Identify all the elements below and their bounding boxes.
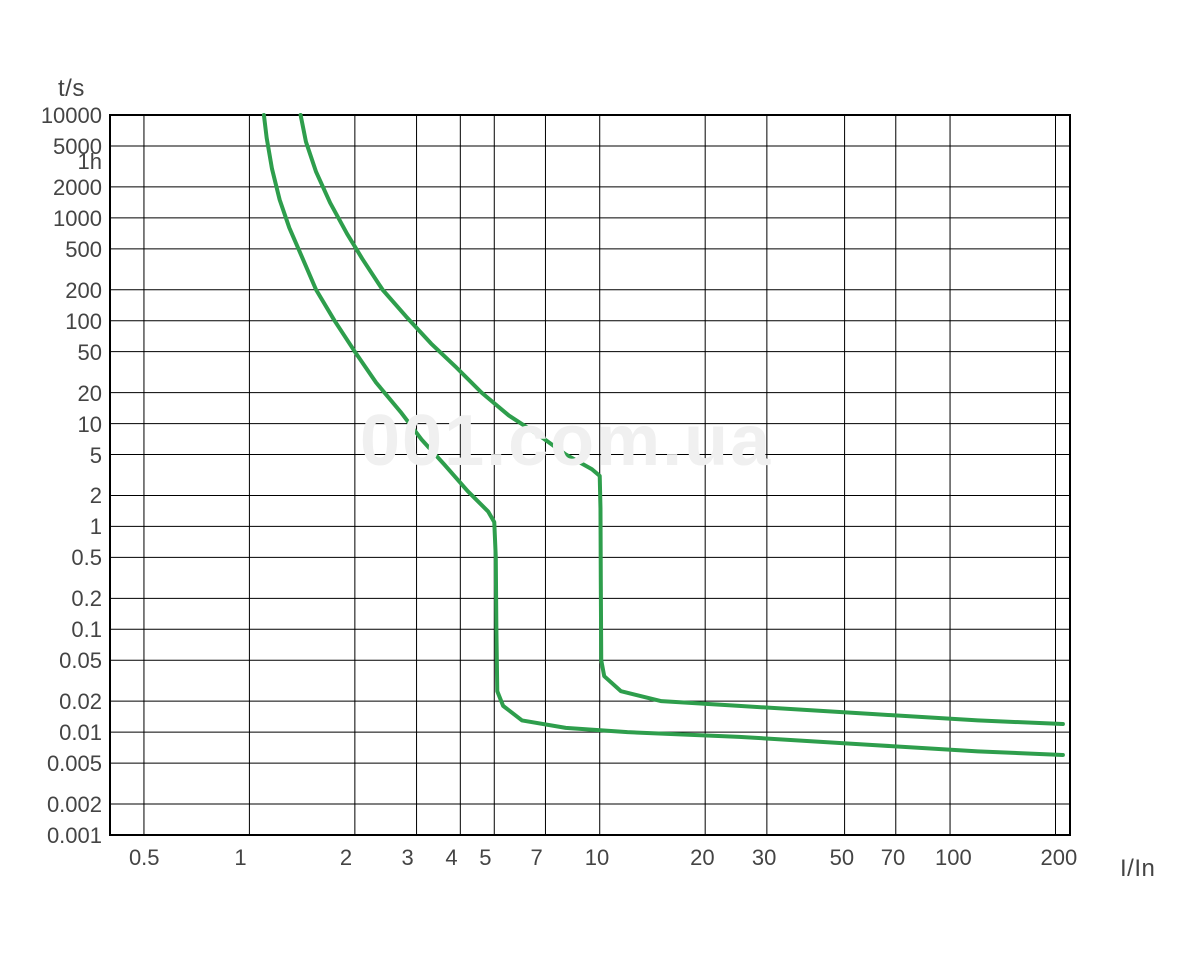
y-tick-label: 2000	[53, 175, 102, 201]
chart-svg	[0, 0, 1200, 960]
x-tick-label: 50	[830, 845, 854, 871]
x-tick-label: 0.5	[129, 845, 160, 871]
x-tick-label: 2	[340, 845, 352, 871]
x-tick-label: 20	[690, 845, 714, 871]
x-tick-label: 10	[585, 845, 609, 871]
y-tick-label: 2	[90, 483, 102, 509]
y-tick-label: 0.002	[47, 792, 102, 818]
x-tick-label: 100	[935, 845, 972, 871]
y-tick-label: 0.02	[59, 689, 102, 715]
y-tick-label: 0.001	[47, 823, 102, 849]
x-tick-label: 200	[1040, 845, 1077, 871]
x-tick-label: 7	[530, 845, 542, 871]
y-tick-label: 5	[90, 443, 102, 469]
y-tick-label: 0.05	[59, 648, 102, 674]
y-tick-label: 200	[65, 278, 102, 304]
y-tick-label: 100	[65, 309, 102, 335]
x-tick-label: 3	[402, 845, 414, 871]
y-tick-label: 1	[90, 514, 102, 540]
x-tick-label: 5	[479, 845, 491, 871]
y-tick-label: 0.2	[71, 586, 102, 612]
y-tick-label: 0.1	[71, 617, 102, 643]
y-tick-label: 0.5	[71, 545, 102, 571]
x-tick-label: 1	[234, 845, 246, 871]
y-tick-label: 20	[78, 381, 102, 407]
y-tick-label: 10	[78, 412, 102, 438]
y-tick-label: 500	[65, 237, 102, 263]
y-tick-label: 10000	[41, 103, 102, 129]
x-axis-label: I/In	[1120, 855, 1155, 883]
y-tick-label: 0.005	[47, 751, 102, 777]
y-tick-label-extra: 1h	[78, 149, 102, 175]
x-tick-label: 70	[881, 845, 905, 871]
y-tick-label: 1000	[53, 206, 102, 232]
y-tick-label: 50	[78, 340, 102, 366]
trip-curve-chart: t/s I/In 001.com.ua 0.512345710203050701…	[0, 0, 1200, 960]
x-tick-label: 30	[752, 845, 776, 871]
y-tick-label: 0.01	[59, 720, 102, 746]
y-axis-label: t/s	[58, 75, 85, 103]
x-tick-label: 4	[445, 845, 457, 871]
